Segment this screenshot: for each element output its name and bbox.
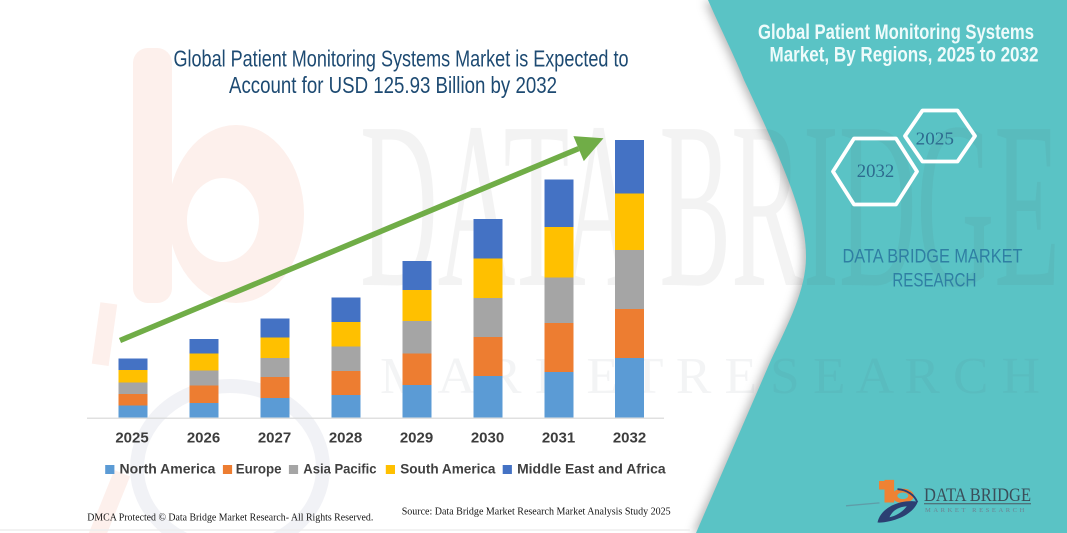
svg-text:DMCA Protected © Data Bridge M: DMCA Protected © Data Bridge Market Rese… xyxy=(87,512,373,524)
svg-text:2031: 2031 xyxy=(542,430,575,447)
svg-text:RESEARCH: RESEARCH xyxy=(892,270,976,291)
svg-text:Global Patient Monitoring Syst: Global Patient Monitoring Systems xyxy=(758,21,1034,44)
svg-text:2027: 2027 xyxy=(258,430,291,447)
svg-text:2029: 2029 xyxy=(400,430,433,447)
svg-text:Market, By Regions, 2025 to 20: Market, By Regions, 2025 to 2032 xyxy=(770,44,1039,67)
svg-text:DATA BRIDGE MARKET: DATA BRIDGE MARKET xyxy=(843,247,1023,268)
svg-text:DATA BRIDGE: DATA BRIDGE xyxy=(924,485,1031,506)
svg-text:2030: 2030 xyxy=(471,430,504,447)
svg-text:Middle East and Africa: Middle East and Africa xyxy=(517,461,666,477)
svg-text:2032: 2032 xyxy=(857,162,895,182)
svg-text:DATA BRIDGE: DATA BRIDGE xyxy=(360,74,1060,337)
svg-text:Source: Data Bridge Market Res: Source: Data Bridge Market Research Mark… xyxy=(402,506,671,518)
svg-text:Global Patient Monitoring Syst: Global Patient Monitoring Systems Market… xyxy=(174,46,629,72)
svg-text:2028: 2028 xyxy=(329,430,362,447)
svg-text:2025: 2025 xyxy=(115,430,148,447)
svg-text:2032: 2032 xyxy=(613,430,646,447)
svg-text:2025: 2025 xyxy=(916,128,954,148)
svg-text:Asia Pacific: Asia Pacific xyxy=(303,461,376,477)
svg-text:Account for USD 125.93 Billion: Account for USD 125.93 Billion by 2032 xyxy=(229,72,557,98)
svg-text:2026: 2026 xyxy=(187,430,220,447)
svg-text:Europe: Europe xyxy=(236,461,282,477)
svg-text:MARKET RESEARCH: MARKET RESEARCH xyxy=(925,507,1027,514)
svg-text:North America: North America xyxy=(120,461,216,477)
svg-text:South America: South America xyxy=(400,461,496,477)
